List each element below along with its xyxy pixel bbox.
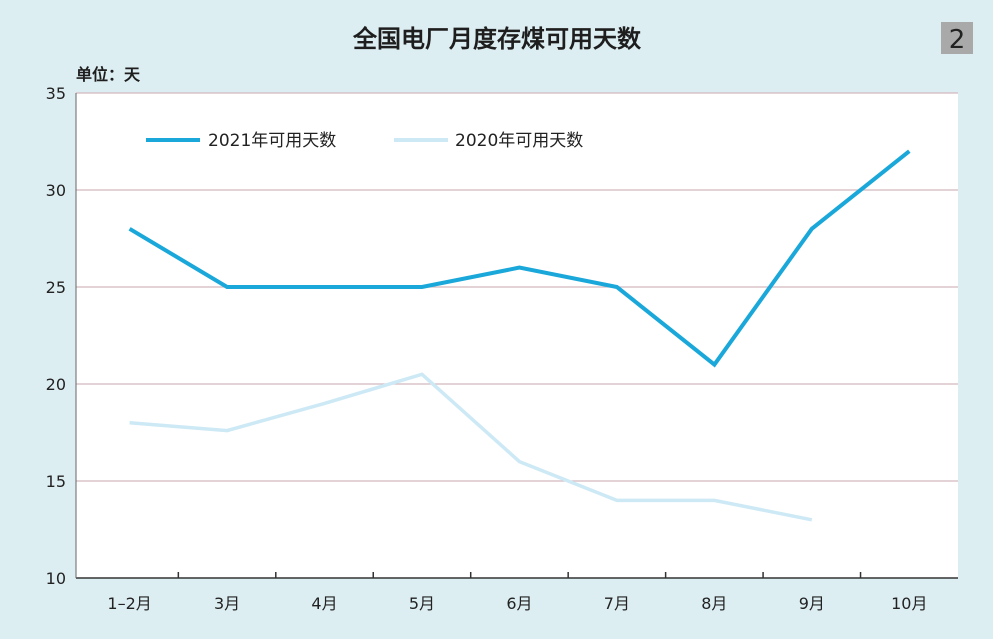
gridlines [76, 92, 958, 482]
x-axis: 1–2月 3月 4月 5月 6月 7月 8月 9月 10月 [75, 93, 958, 613]
unit-label: 单位：天 [76, 65, 141, 84]
x-tick-label-7: 9月 [799, 594, 825, 613]
y-tick-label-35: 35 [46, 84, 66, 103]
x-tick-label-5: 7月 [604, 594, 630, 613]
x-tick-label-6: 8月 [701, 594, 727, 613]
chart-title: 全国电厂月度存煤可用天数 [352, 25, 642, 53]
x-tick-label-3: 5月 [409, 594, 435, 613]
y-tick-label-20: 20 [46, 375, 66, 394]
x-tick-label-8: 10月 [891, 594, 927, 613]
plot-area [76, 93, 958, 578]
y-tick-label-25: 25 [46, 278, 66, 297]
series-line-0 [128, 149, 911, 368]
badge-number: 2 [949, 25, 966, 55]
legend-label-2020: 2020年可用天数 [455, 131, 583, 151]
legend-label-2021: 2021年可用天数 [208, 131, 336, 151]
y-tick-label-30: 30 [46, 181, 66, 200]
series-line-1 [129, 372, 813, 522]
series-lines [128, 149, 911, 522]
x-tick-label-4: 6月 [506, 594, 532, 613]
y-tick-label-10: 10 [46, 569, 66, 588]
y-tick-label-15: 15 [46, 472, 66, 491]
x-tick-label-1: 3月 [214, 594, 240, 613]
x-tick-label-2: 4月 [311, 594, 337, 613]
y-axis-ticks: 10 15 20 25 30 35 [46, 84, 66, 588]
x-tick-label-0: 1–2月 [107, 594, 151, 613]
legend: 2021年可用天数 2020年可用天数 [146, 131, 583, 151]
chart-badge: 2 [941, 22, 973, 55]
